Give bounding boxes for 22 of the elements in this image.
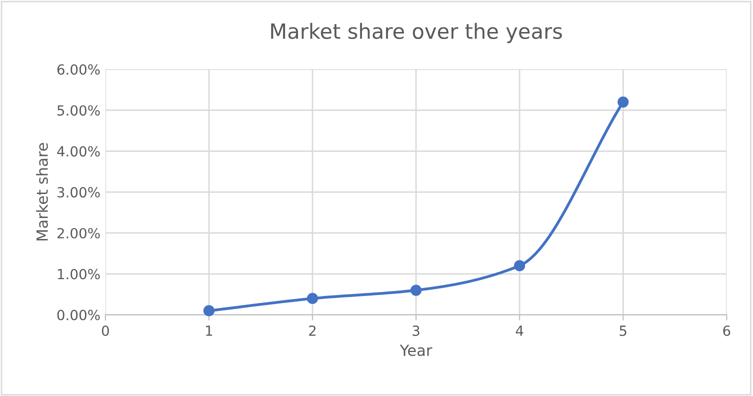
y-tick-label: 5.00%: [58, 105, 100, 116]
y-tick-label: 2.00%: [57, 228, 100, 238]
y-tick-label: 4.00%: [57, 146, 100, 157]
x-tick-label: 0: [102, 325, 109, 336]
point: [203, 305, 215, 316]
y-axis-title: Market share: [36, 143, 48, 240]
x-tick-label: 1: [206, 326, 212, 336]
y-tick-label: 1.00%: [58, 268, 100, 280]
point: [618, 96, 629, 108]
x-axis-title: Year: [400, 344, 432, 356]
x-tick-label: 6: [723, 325, 730, 336]
x-tick-label: 2: [309, 325, 316, 336]
point: [410, 284, 422, 296]
x-tick-label: 3: [412, 325, 420, 336]
y-tick-label: 6.00%: [57, 64, 100, 75]
x-tick-label: 5: [620, 326, 626, 336]
y-tick-label: 3.00%: [57, 187, 100, 198]
chart-title: Market share over the years: [271, 22, 562, 44]
x-tick-label: 4: [516, 326, 524, 336]
point: [514, 260, 526, 272]
y-tick-label: 0.00%: [57, 310, 100, 320]
point: [306, 292, 318, 304]
